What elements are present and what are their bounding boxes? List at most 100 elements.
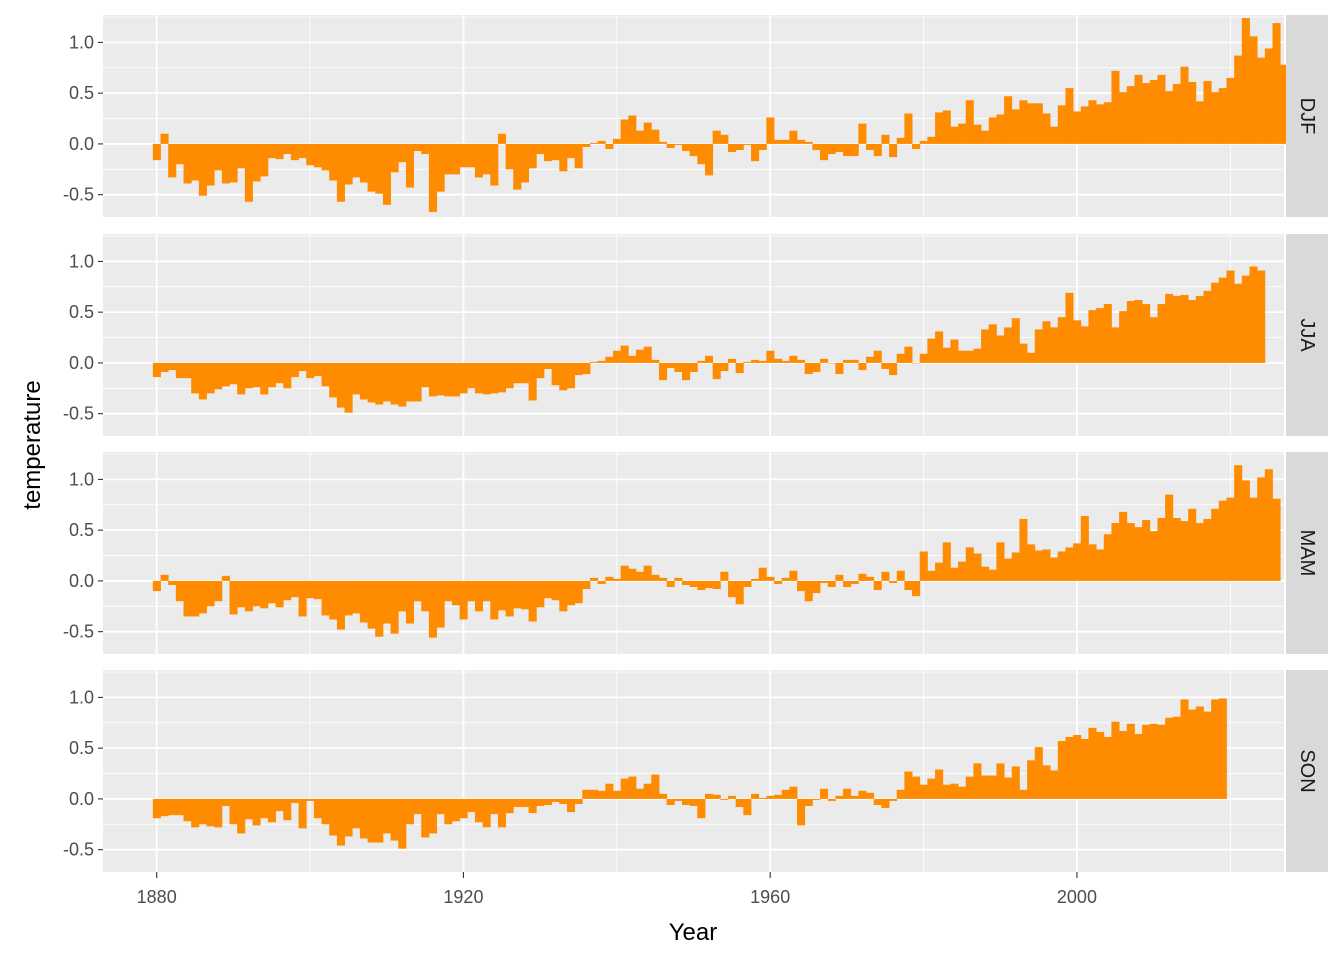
bar bbox=[267, 362, 276, 388]
bar bbox=[1096, 308, 1105, 363]
bar bbox=[1111, 70, 1120, 144]
bar bbox=[237, 580, 246, 608]
bar bbox=[843, 143, 852, 157]
bar bbox=[705, 355, 714, 363]
bar bbox=[359, 143, 368, 183]
bar bbox=[705, 793, 714, 799]
bar bbox=[528, 580, 537, 622]
bar bbox=[774, 794, 783, 799]
bar bbox=[451, 362, 460, 397]
bar bbox=[536, 362, 545, 379]
bar bbox=[283, 362, 292, 389]
bar bbox=[582, 362, 591, 375]
y-tick-label: -0.5 bbox=[63, 404, 94, 424]
bar bbox=[597, 790, 606, 799]
bar bbox=[812, 798, 821, 800]
bar bbox=[628, 568, 637, 581]
bar bbox=[198, 362, 207, 400]
bar bbox=[751, 793, 760, 799]
bar bbox=[697, 143, 706, 165]
bar bbox=[1027, 544, 1036, 581]
bar bbox=[574, 580, 583, 604]
bar bbox=[283, 580, 292, 601]
bar bbox=[797, 139, 806, 144]
bar bbox=[375, 143, 384, 194]
bar bbox=[1034, 329, 1043, 363]
bar bbox=[889, 580, 898, 583]
bar bbox=[689, 580, 698, 587]
bar bbox=[405, 798, 414, 825]
bar bbox=[543, 143, 553, 162]
bar bbox=[612, 350, 622, 363]
bar bbox=[635, 788, 645, 799]
bar bbox=[1142, 83, 1151, 144]
bar bbox=[390, 798, 399, 841]
bar bbox=[804, 141, 813, 144]
bar bbox=[781, 139, 790, 144]
bar bbox=[474, 580, 484, 612]
y-tick-label: -0.5 bbox=[63, 622, 94, 642]
bar bbox=[390, 362, 399, 405]
bar bbox=[444, 580, 453, 602]
bar bbox=[812, 362, 821, 373]
bar bbox=[436, 362, 445, 396]
bar bbox=[896, 353, 905, 363]
bar bbox=[965, 776, 974, 799]
bar bbox=[382, 362, 391, 402]
bar bbox=[1119, 311, 1128, 363]
bar bbox=[728, 580, 737, 598]
bar bbox=[467, 580, 476, 602]
bar bbox=[1180, 699, 1189, 799]
bar bbox=[1050, 126, 1059, 144]
bar bbox=[1050, 557, 1059, 581]
bar bbox=[260, 362, 269, 395]
bar bbox=[658, 577, 668, 581]
facet-strip bbox=[1286, 452, 1328, 654]
bar bbox=[321, 143, 330, 171]
y-tick-label: 0.5 bbox=[69, 738, 94, 758]
bar bbox=[359, 362, 368, 400]
bar bbox=[321, 798, 330, 825]
bar bbox=[1034, 103, 1043, 144]
bar bbox=[781, 577, 790, 581]
facet-label-son: SON bbox=[1296, 749, 1318, 792]
bar bbox=[766, 576, 775, 581]
bar bbox=[160, 362, 169, 373]
bar bbox=[490, 798, 499, 815]
bar bbox=[260, 580, 269, 609]
bar bbox=[620, 345, 629, 363]
bar bbox=[935, 331, 944, 363]
bar bbox=[781, 360, 790, 363]
bar bbox=[214, 580, 223, 602]
bar bbox=[1203, 80, 1212, 144]
bar bbox=[513, 362, 522, 384]
bar bbox=[1004, 327, 1013, 363]
bar bbox=[390, 580, 399, 634]
bar bbox=[513, 580, 522, 609]
bar bbox=[889, 362, 898, 376]
y-axis-title: temperature bbox=[19, 380, 46, 509]
bar bbox=[152, 362, 161, 378]
bar bbox=[912, 580, 921, 597]
bar bbox=[1011, 318, 1020, 363]
bar bbox=[398, 580, 407, 612]
bar bbox=[1249, 36, 1258, 144]
bar bbox=[290, 798, 299, 803]
bar bbox=[451, 798, 460, 822]
bar bbox=[1065, 736, 1074, 799]
bar bbox=[697, 360, 706, 363]
bar bbox=[566, 798, 576, 813]
bar bbox=[352, 580, 361, 614]
bar bbox=[183, 798, 192, 822]
bar bbox=[1188, 299, 1197, 363]
bar bbox=[735, 580, 744, 605]
bar bbox=[1149, 531, 1158, 581]
bar bbox=[520, 798, 530, 808]
bar bbox=[812, 143, 821, 150]
bar bbox=[1249, 266, 1258, 363]
bar bbox=[689, 143, 698, 157]
bar bbox=[620, 565, 629, 581]
bar bbox=[774, 139, 783, 144]
bar bbox=[168, 798, 177, 816]
